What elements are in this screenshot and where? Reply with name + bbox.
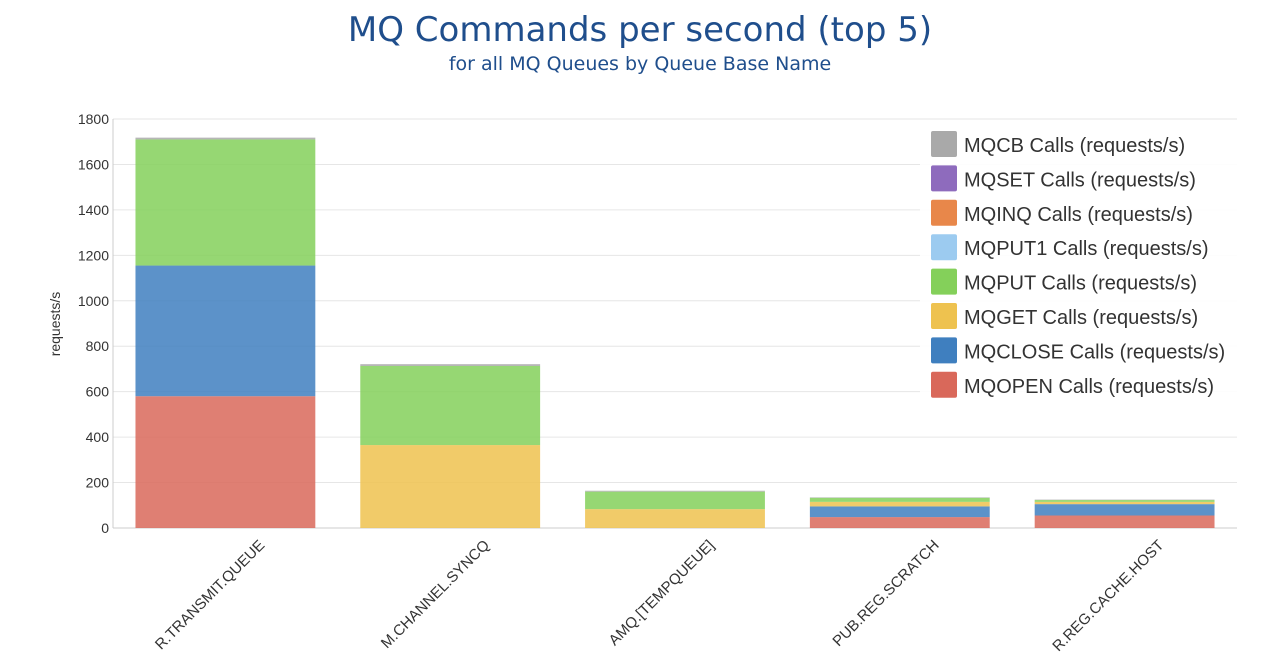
bars: [135, 137, 1215, 528]
x-category-label: M.CHANNEL.SYNCQ: [378, 537, 493, 652]
bar-segment: [360, 445, 541, 528]
legend-entry-label: MQPUT Calls (requests/s): [964, 273, 1197, 295]
bar-segment: [585, 490, 765, 492]
bar-segment: [135, 139, 316, 266]
bar-segment: [809, 501, 990, 507]
bar-segment: [360, 365, 541, 446]
bar-segment: [809, 517, 990, 528]
legend-swatch: [931, 234, 957, 261]
y-tick-label: 400: [86, 429, 110, 445]
y-tick-label: 1800: [78, 111, 109, 127]
bar-segment: [809, 506, 990, 518]
bar-segment: [135, 137, 316, 140]
y-tick-label: 1600: [78, 156, 109, 172]
legend-swatch: [931, 131, 957, 157]
bar-segment: [585, 491, 765, 510]
legend-swatch: [931, 268, 957, 295]
x-category-label: R.TRANSMIT.QUEUE: [152, 537, 268, 653]
bar-segment: [1034, 515, 1215, 528]
y-tick-label: 1200: [78, 247, 109, 263]
bar-segment: [585, 509, 765, 528]
legend-swatch: [931, 199, 957, 226]
legend-swatch: [931, 371, 957, 398]
bar-segment: [809, 497, 990, 502]
legend-entry-label: MQCLOSE Calls (requests/s): [964, 341, 1225, 363]
y-tick-label: 0: [101, 520, 109, 536]
y-tick-label: 1400: [78, 202, 109, 218]
legend-entry-label: MQINQ Calls (requests/s): [964, 204, 1193, 226]
y-tick-label: 1000: [78, 293, 109, 309]
bar-segment: [1034, 504, 1215, 516]
legend: MQCB Calls (requests/s) MQSET Calls (requ…: [920, 124, 1240, 400]
bar-segment: [1034, 501, 1215, 505]
legend-background: [920, 124, 1240, 400]
y-tick-label: 800: [86, 338, 110, 354]
legend-swatch: [931, 337, 957, 364]
chart-title: MQ Commands per second (top 5): [347, 10, 933, 50]
x-axis: R.TRANSMIT.QUEUE M.CHANNEL.SYNCQ AMQ.[TEMP…: [152, 537, 1168, 654]
legend-swatch: [931, 165, 957, 192]
x-category-label: AMQ.[TEMPQUEUE]: [606, 537, 718, 649]
y-tick-label: 200: [86, 475, 110, 491]
x-category-label: PUB.REG.SCRATCH: [829, 537, 942, 650]
legend-entry-label: MQOPEN Calls (requests/s): [964, 376, 1214, 398]
bar-segment: [135, 265, 316, 397]
legend-entry-label: MQGET Calls (requests/s): [964, 307, 1198, 329]
bar-segment: [360, 364, 541, 366]
bar-segment: [1034, 500, 1215, 502]
chart-subtitle: for all MQ Queues by Queue Base Name: [448, 53, 832, 75]
y-axis: 0 200 400 600 800 1000 1200 1400 1600 1800: [78, 111, 114, 536]
y-tick-label: 600: [86, 384, 110, 400]
legend-entry-label: MQCB Calls (requests/s): [964, 135, 1185, 157]
legend-entry-label: MQPUT1 Calls (requests/s): [964, 238, 1209, 260]
x-category-label: R.REG.CACHE.HOST: [1049, 537, 1167, 654]
legend-swatch: [931, 303, 957, 329]
y-axis-label: requests/s: [47, 292, 63, 357]
legend-entry-label: MQSET Calls (requests/s): [964, 169, 1196, 191]
bar-segment: [135, 396, 316, 528]
